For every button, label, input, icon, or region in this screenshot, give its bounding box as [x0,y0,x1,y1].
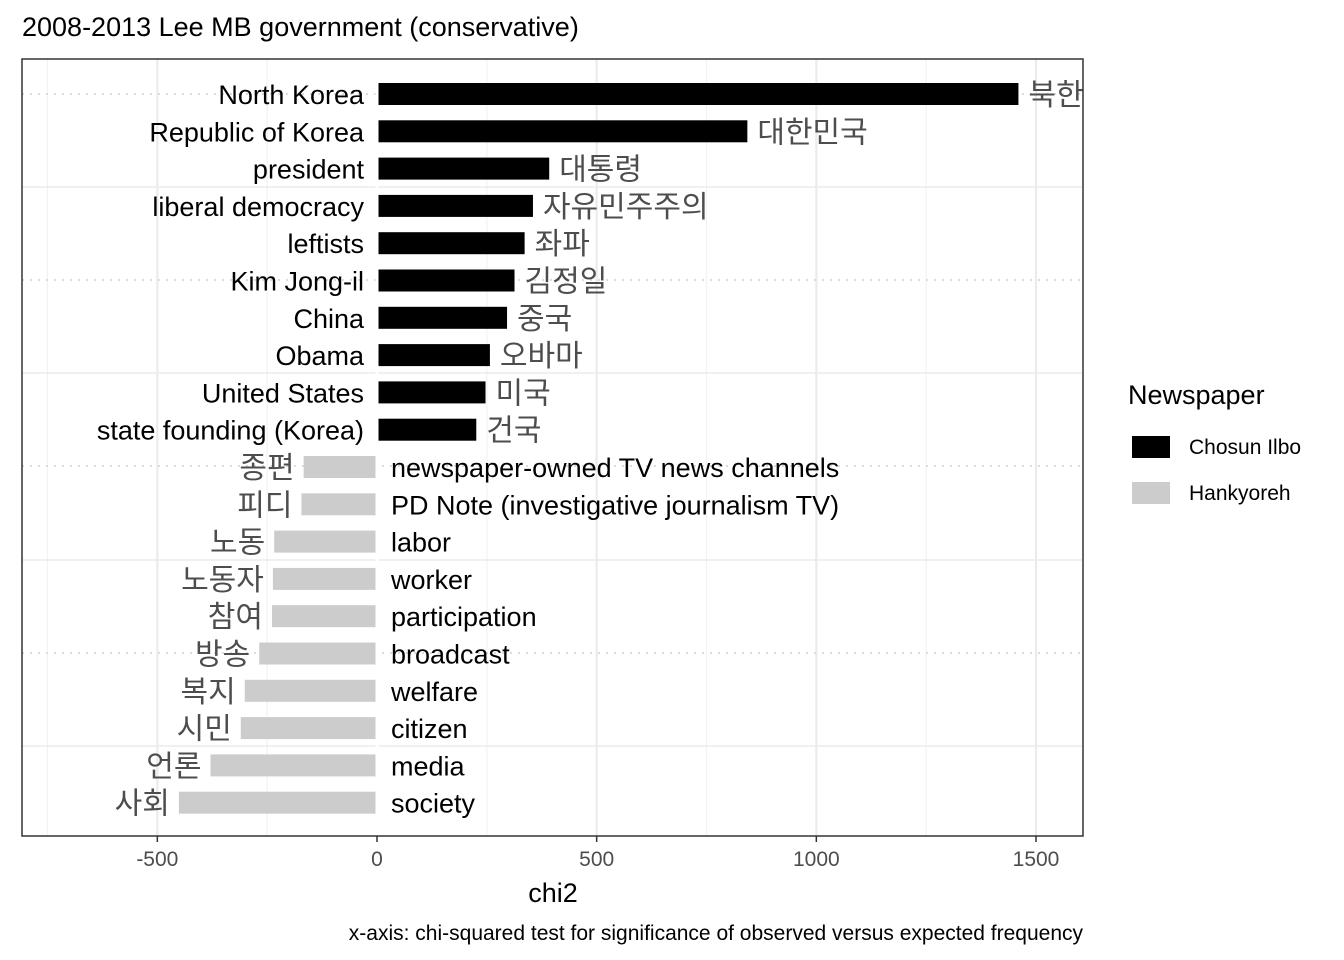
bar [240,717,377,740]
bar-label-english: PD Note (investigative journalism TV) [391,490,839,520]
bar [271,605,377,628]
bar [377,306,508,329]
bar-label-english: president [253,155,365,185]
bar [178,791,377,814]
bar-label-english: welfare [390,677,478,707]
bar-label-korean: 참여 [208,600,263,635]
bar-label-korean: 시민 [177,712,232,747]
grid-lines [22,59,1083,836]
bar-label-korean: 오바마 [500,339,583,374]
chart-caption: x-axis: chi-squared test for significanc… [349,922,1084,945]
plot-panel [22,59,1083,836]
x-tick-label: 0 [371,848,383,871]
bar-label-english: Obama [275,341,365,371]
bar-label-korean: 자유민주주의 [543,190,709,225]
bar-label-english: North Korea [218,80,365,110]
x-axis: -500 0 500 1000 1500 [21,58,1084,871]
bar-label-korean: 김정일 [525,265,608,300]
x-tick-label: 1500 [1013,848,1060,871]
panel-background [22,59,1083,836]
bar-label-english: leftists [287,229,364,259]
panel-border [21,58,1084,837]
bar [377,83,1019,105]
bar [301,493,377,516]
bar-label-english: broadcast [391,640,510,670]
bar-label-english: participation [391,602,537,632]
bar [377,381,486,404]
legend-entry-label: Chosun Ilbo [1189,436,1301,459]
bar [244,679,377,702]
bar-label-english: society [391,789,476,819]
bar-label-korean: 종편 [239,451,294,486]
bar-label-korean: 피디 [237,488,292,523]
bar-label-english: Kim Jong-il [230,267,364,297]
x-tick-label: -500 [136,848,178,871]
legend-entry-label: Hankyoreh [1189,482,1291,505]
bar-label-english: worker [390,565,472,595]
bar [377,157,550,180]
bar [377,344,490,367]
bar [259,642,377,665]
bar [303,456,377,478]
bars [178,59,1019,836]
x-tick-label: 1000 [793,848,840,871]
bar-label-english: China [293,304,365,334]
legend-title: Newspaper [1128,380,1265,410]
bar-label-korean: 사회 [115,787,170,822]
bar-label-korean: 대통령 [559,153,642,188]
bar-label-korean: 노동자 [181,563,264,598]
bar [210,754,377,777]
bar-label-korean: 방송 [195,638,250,673]
bar-label-english: media [391,751,466,781]
bar [377,269,515,292]
bar [377,418,477,441]
bar [272,567,377,590]
bar-label-korean: 복지 [181,675,236,710]
bar [377,232,525,255]
bar-label-korean: 중국 [517,302,572,337]
bar-label-english: labor [391,528,451,558]
bar-label-korean: 북한 [1028,78,1083,113]
bar-label-korean: 대한민국 [757,115,867,150]
bar-label-english: citizen [391,714,468,744]
bar-label-korean: 노동 [210,526,265,561]
bar-label-korean: 건국 [486,414,541,449]
chart-title: 2008-2013 Lee MB government (conservativ… [22,12,579,42]
x-tick-label: 500 [579,848,614,871]
bar-label-english: Republic of Korea [149,117,365,147]
legend-key [1132,436,1170,458]
bar-labels: North Korea 북한 Republic of Korea 대한민국 presid… [97,78,1084,822]
bar-label-english: state founding (Korea) [97,416,364,446]
bar [274,530,377,553]
bar-label-korean: 좌파 [535,227,590,262]
bar [377,120,748,143]
legend-key [1132,482,1170,504]
bar-label-korean: 미국 [496,376,551,411]
legend: Newspaper Chosun Ilbo Hankyoreh [1128,380,1301,505]
bar-label-korean: 언론 [146,749,201,784]
bar-label-english: liberal democracy [152,192,364,222]
x-axis-label: chi2 [528,878,578,908]
bar [377,194,533,217]
bar-label-english: newspaper-owned TV news channels [391,453,839,483]
bar-label-english: United States [202,378,364,408]
